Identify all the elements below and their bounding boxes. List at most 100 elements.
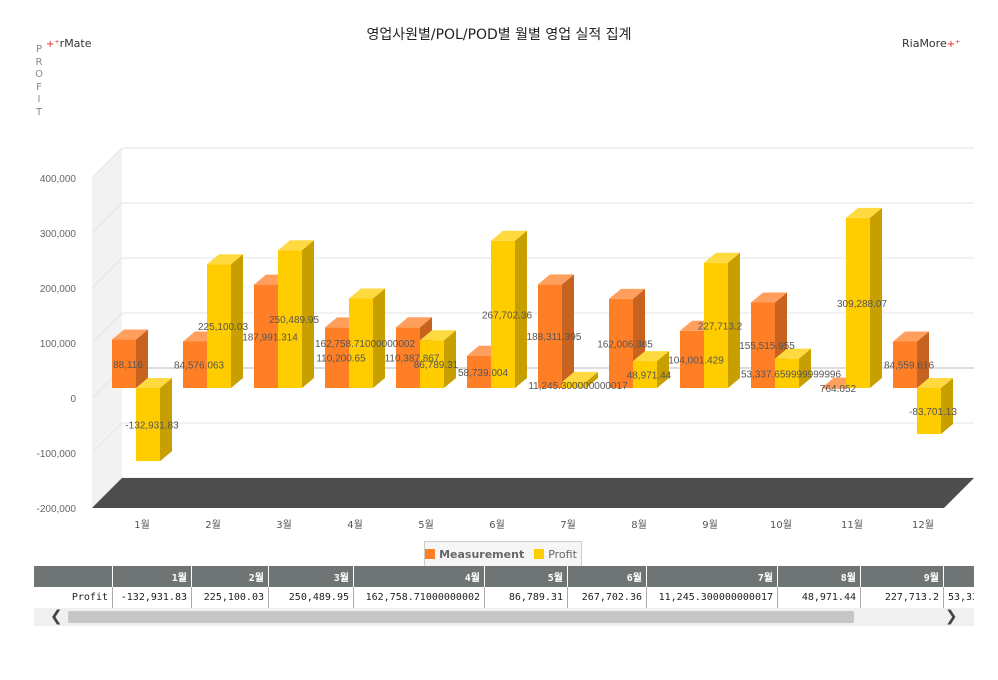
bar-profit-side — [728, 252, 740, 388]
bar-measurement-top — [396, 317, 432, 328]
legend-item-profit[interactable]: Profit — [534, 548, 577, 561]
bar-profit-side — [870, 207, 882, 388]
x-tick-label: 9월 — [702, 519, 718, 531]
bar-measurement-side — [136, 329, 148, 388]
legend-label-measurement: Measurement — [439, 547, 525, 561]
data-label-profit: 227,713.2 — [698, 321, 743, 332]
scroll-left-icon[interactable]: ❮ — [50, 607, 63, 625]
bar-measurement — [609, 298, 633, 388]
data-label-measurement: 84,559.616 — [884, 361, 934, 372]
bar-profit — [136, 388, 160, 462]
brand-left: +⁺rMate — [46, 37, 92, 50]
table-header-cell[interactable]: 4월 — [353, 566, 485, 587]
scroll-right-icon[interactable]: ❯ — [945, 607, 958, 625]
plus-icon: +⁺ — [46, 39, 60, 50]
grid-line-side — [91, 202, 123, 234]
bar-profit — [349, 298, 373, 388]
data-label-measurement: 110,200.65 — [316, 354, 366, 365]
table-header-cell[interactable]: 8월 — [777, 566, 861, 587]
plus-icon: +⁺ — [946, 39, 961, 50]
bar-measurement — [254, 284, 278, 388]
bar-profit — [775, 358, 799, 388]
grid-line-side — [91, 422, 123, 454]
data-label-profit: 11,245.300000000017 — [528, 381, 628, 392]
bar-profit-top — [917, 378, 953, 388]
bar-profit-top — [562, 371, 598, 382]
legend-item-measurement[interactable]: Measurement — [425, 548, 524, 561]
table-cell: 86,789.31 — [484, 587, 568, 608]
table-header-cell[interactable]: 7월 — [646, 566, 778, 587]
data-label-measurement: 162,006.385 — [597, 339, 653, 350]
y-tick-label: 100,000 — [40, 339, 77, 350]
bar-profit-side — [302, 240, 314, 388]
bar-measurement-top — [751, 292, 787, 303]
table-cell: 53,337.659999999996 — [943, 587, 974, 608]
bar-profit-top — [207, 254, 243, 265]
chart-floor — [92, 478, 974, 508]
table-cell: 227,713.2 — [860, 587, 944, 608]
bar-profit-top — [633, 351, 669, 362]
bar-profit-top — [491, 230, 527, 241]
table-row-header: Profit — [34, 587, 113, 608]
table-cell: 162,758.71000000002 — [353, 587, 485, 608]
brand-right: RiaMore+⁺ — [902, 37, 960, 50]
y-tick-label: 200,000 — [40, 284, 77, 295]
bar-profit-top — [420, 330, 456, 341]
brand-right-label: RiaMore — [902, 37, 947, 50]
bar-profit — [704, 262, 728, 388]
data-label-profit: 309,288.07 — [837, 299, 887, 310]
bar-profit-top — [136, 378, 172, 388]
table-cell: -132,931.83 — [112, 587, 192, 608]
table-row[interactable]: Profit -132,931.83 225,100.03 250,489.95 162… — [34, 587, 974, 608]
bar-measurement-top — [538, 274, 574, 285]
grid-line-side — [91, 312, 123, 344]
y-tick-label: -200,000 — [37, 504, 77, 515]
bar-profit-side — [657, 351, 669, 388]
bar-profit-side — [231, 254, 243, 388]
bar-measurement — [325, 327, 349, 388]
bar-profit — [491, 240, 515, 388]
horizontal-scrollbar[interactable]: ❮ ❯ — [34, 607, 974, 626]
table-header-cell[interactable] — [34, 566, 113, 587]
y-tick-label: 400,000 — [40, 174, 77, 185]
table-header-cell[interactable]: 10월 — [943, 566, 974, 587]
table-header-cell[interactable]: 2월 — [191, 566, 269, 587]
data-label-measurement: 58,739.004 — [458, 368, 508, 379]
data-label-measurement: 84,576.063 — [174, 361, 224, 372]
bar-profit-side — [444, 330, 456, 388]
bar-measurement — [680, 330, 704, 388]
x-tick-label: 10월 — [770, 519, 792, 531]
y-tick-label: 0 — [70, 394, 76, 405]
bar-measurement-top — [893, 331, 929, 342]
data-label-measurement: 155,515.955 — [739, 341, 795, 352]
y-tick-label: -100,000 — [37, 449, 77, 460]
x-tick-label: 5월 — [418, 519, 434, 531]
bar-measurement-top — [609, 288, 645, 299]
data-label-measurement: 88,116 — [113, 360, 143, 371]
table-cell: 250,489.95 — [268, 587, 354, 608]
table-header-cell[interactable]: 9월 — [860, 566, 944, 587]
bar-profit-side — [515, 230, 527, 388]
y-tick-label: 300,000 — [40, 229, 77, 240]
x-tick-label: 1월 — [134, 519, 150, 531]
bar-measurement-top — [112, 329, 148, 340]
table-header-cell[interactable]: 6월 — [567, 566, 647, 587]
bar-chart: 400,000 300,000 200,000 100,000 0 -100,000 -20… — [37, 147, 974, 531]
data-label-measurement: 104,001.429 — [668, 355, 724, 366]
x-tick-label: 12월 — [912, 519, 934, 531]
bar-profit-top — [349, 288, 385, 299]
table-cell: 48,971.44 — [777, 587, 861, 608]
bar-measurement — [538, 284, 562, 388]
legend-label-profit: Profit — [548, 547, 577, 561]
table-header-cell[interactable]: 3월 — [268, 566, 354, 587]
scroll-thumb[interactable] — [68, 611, 854, 623]
bar-measurement — [467, 355, 491, 388]
table-header-cell[interactable]: 1월 — [112, 566, 192, 587]
table-header-cell[interactable]: 5월 — [484, 566, 568, 587]
data-label-profit: 225,100.03 — [198, 322, 248, 333]
legend-swatch-profit — [534, 549, 545, 559]
table-cell: 11,245.300000000017 — [646, 587, 778, 608]
x-tick-label: 11월 — [841, 519, 863, 531]
data-label-profit: 86,789.31 — [414, 360, 459, 371]
